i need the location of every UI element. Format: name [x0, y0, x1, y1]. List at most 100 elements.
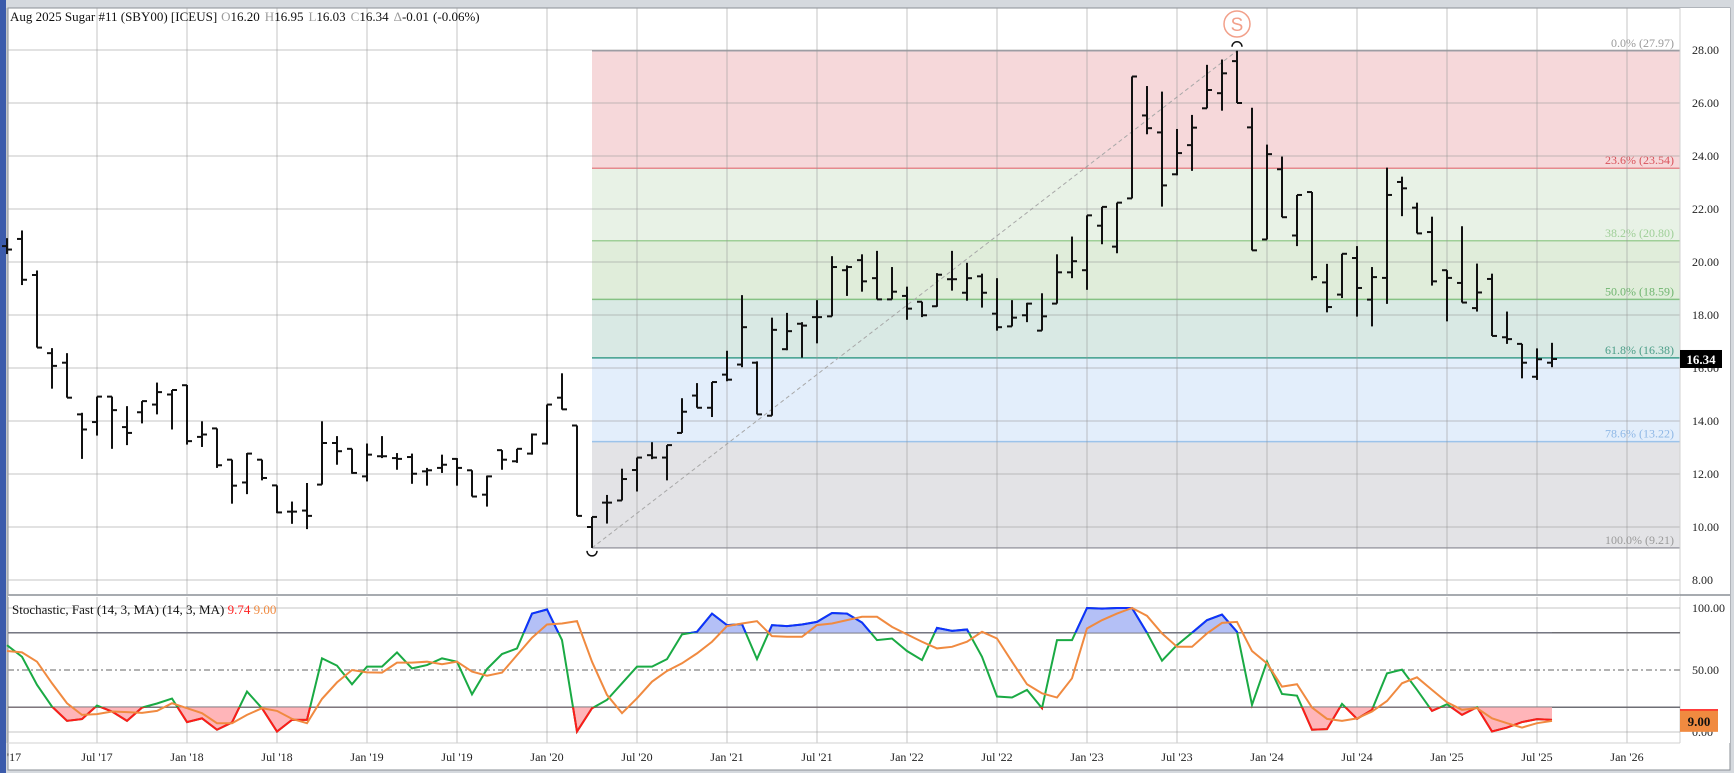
time-tick-label: Jan '26 — [1610, 750, 1643, 764]
ohlc-bar — [917, 300, 927, 318]
ohlc-bar — [1517, 342, 1527, 379]
grid — [6, 8, 1680, 743]
fib-level-label: 61.8% (16.38) — [1605, 343, 1674, 357]
ohlc-bar — [1097, 205, 1107, 245]
ohlc-bar — [332, 436, 342, 465]
fib-level-label: 100.0% (9.21) — [1605, 533, 1674, 547]
open-prefix: O — [221, 9, 231, 24]
ohlc-bar — [47, 348, 57, 389]
fib-level-label: 0.0% (27.97) — [1611, 36, 1674, 50]
fib-level-label: 50.0% (18.59) — [1605, 284, 1674, 298]
ohlc-bar — [617, 468, 627, 502]
ohlc-bar — [1307, 191, 1317, 281]
high-prefix: H — [264, 9, 275, 24]
ohlc-bar — [1217, 59, 1227, 111]
ohlc-bar — [947, 250, 957, 291]
ohlc-bar — [1127, 75, 1137, 200]
price-tick-label: 10.00 — [1692, 520, 1719, 534]
ohlc-bar — [1547, 342, 1557, 368]
ohlc-bar — [257, 458, 267, 481]
study-legend: Stochastic, Fast (14, 3, MA) (14, 3, MA)… — [12, 602, 276, 617]
ohlc-bar — [692, 383, 702, 409]
ohlc-bar — [152, 382, 162, 415]
price-tick-label: 12.00 — [1692, 467, 1719, 481]
time-tick-label: Jul '17 — [81, 750, 112, 764]
ohlc-bar — [2, 238, 12, 255]
ohlc-bar — [1457, 226, 1467, 304]
ohlc-bar — [1502, 311, 1512, 344]
close-value: 16.34 — [359, 9, 389, 24]
fibonacci-retracement: 0.0% (27.97) 23.6% (23.54) 38.2% (20.80) 50… — [591, 36, 1680, 549]
signal-marker-label: S — [1231, 15, 1244, 36]
ohlc-bar — [107, 395, 117, 449]
ohlc-bar — [242, 452, 252, 495]
price-tick-label: 24.00 — [1692, 149, 1719, 163]
ohlc-bar — [347, 447, 357, 474]
ohlc-bar — [1382, 167, 1392, 304]
ohlc-bar — [1007, 300, 1017, 328]
time-tick-label: Jul '20 — [621, 750, 652, 764]
ohlc-bar — [602, 494, 612, 524]
change-prefix: Δ — [393, 9, 402, 24]
window-edge — [0, 0, 6, 773]
ohlc-bar — [1442, 269, 1452, 322]
price-tick-label: 22.00 — [1692, 202, 1719, 216]
ohlc-bar — [1187, 114, 1197, 171]
ohlc-bar — [932, 273, 942, 308]
time-tick-label: Jan '25 — [1430, 750, 1463, 764]
ohlc-bar — [1367, 267, 1377, 327]
ohlc-bar — [722, 350, 732, 382]
study-label: Stochastic, Fast (14, 3, MA) (14, 3, MA) — [12, 602, 228, 617]
ohlc-bar — [1052, 254, 1062, 305]
ohlc-bar — [992, 278, 1002, 331]
ohlc-bar — [437, 454, 447, 473]
price-tick-label: 26.00 — [1692, 96, 1719, 110]
ohlc-bar — [62, 353, 72, 399]
time-tick-label: Jan '20 — [530, 750, 563, 764]
ohlc-bar — [212, 427, 222, 468]
ohlc-bar — [707, 381, 717, 418]
ohlc-bar — [1262, 144, 1272, 241]
ohlc-bar — [1412, 202, 1422, 235]
k-value: 9.74 — [228, 602, 254, 617]
fib-level-label: 78.6% (13.22) — [1605, 427, 1674, 441]
ohlc-bar — [422, 467, 432, 486]
ohlc-bar — [872, 250, 882, 301]
time-tick-label: Jan '18 — [170, 750, 203, 764]
ohlc-bar — [1082, 214, 1092, 290]
d-value: 9.00 — [254, 602, 277, 617]
ohlc-bar — [1037, 293, 1047, 332]
time-tick-label: Jan '19 — [350, 750, 383, 764]
ohlc-bar — [467, 469, 477, 498]
ohlc-bar — [1277, 156, 1287, 219]
ohlc-bar — [122, 406, 132, 446]
ohlc-bar — [1172, 128, 1182, 176]
fib-trend-line — [591, 50, 1238, 549]
ohlc-bar — [737, 295, 747, 368]
fib-zone — [592, 168, 1680, 241]
time-tick-label: Jul '18 — [261, 750, 292, 764]
ohlc-bar — [1232, 50, 1242, 104]
k-line-overbought — [522, 606, 1239, 633]
fib-zone — [592, 357, 1680, 442]
ohlc-bar — [137, 400, 147, 424]
last-price-box — [1680, 349, 1722, 368]
time-tick-label: Jul '24 — [1341, 750, 1372, 764]
ohlc-bar — [497, 449, 507, 470]
ohlc-bar — [452, 457, 462, 486]
ohlc-bar — [227, 458, 237, 504]
ohlc-bar — [92, 395, 102, 436]
ohlc-bar — [527, 433, 537, 455]
ohlc-bar — [1157, 91, 1167, 207]
price-tick-label: 14.00 — [1692, 414, 1719, 428]
ohlc-bar — [32, 270, 42, 349]
ohlc-bar — [767, 317, 777, 417]
ohlc-bar — [167, 388, 177, 430]
fib-zone — [592, 50, 1680, 169]
ohlc-bar — [1472, 263, 1482, 312]
ohlc-bar — [1337, 252, 1347, 299]
swing-low-marker — [586, 550, 598, 557]
ohlc-bar — [662, 444, 672, 481]
